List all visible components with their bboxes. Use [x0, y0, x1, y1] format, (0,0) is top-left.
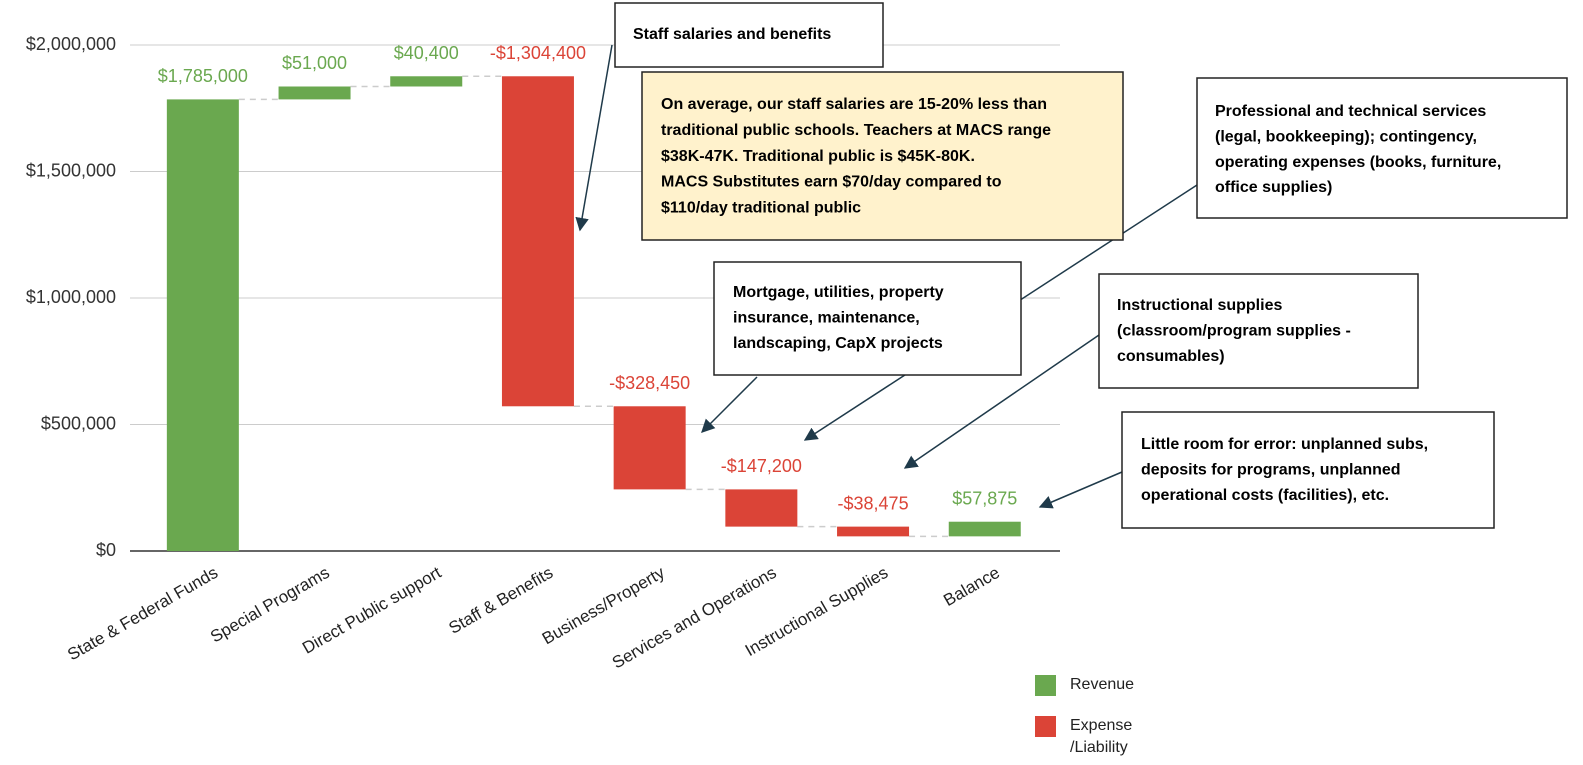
annotation-text: Professional and technical services: [1215, 103, 1486, 120]
annotation-box: [614, 2, 884, 68]
annotation-text: deposits for programs, unplanned: [1141, 462, 1401, 479]
bar: [166, 99, 239, 552]
annotation-text: landscaping, CapX projects: [733, 335, 943, 352]
annotation-text: office supplies): [1215, 179, 1332, 196]
legend-label: Revenue: [1070, 676, 1134, 693]
legend-swatch: [1035, 675, 1056, 696]
annotation-text: operating expenses (books, furniture,: [1215, 154, 1501, 171]
y-tick-label: $1,500,000: [26, 160, 116, 180]
value-label: -$1,304,400: [490, 43, 586, 63]
value-label: -$328,450: [609, 373, 690, 393]
annotation-text: operational costs (facilities), etc.: [1141, 487, 1389, 504]
y-tick-label: $2,000,000: [26, 34, 116, 54]
annotation-text: traditional public schools. Teachers at …: [661, 122, 1051, 139]
annotation-text: (classroom/program supplies -: [1117, 323, 1351, 340]
y-tick-label: $1,000,000: [26, 287, 116, 307]
bar: [390, 76, 463, 87]
annotation-text: $38K-47K. Traditional public is $45K-80K…: [661, 148, 975, 165]
annotation-box: [641, 71, 1124, 241]
legend-label: Expense/Liability: [1070, 717, 1132, 756]
annotation-box: [1098, 273, 1419, 389]
annotation-text: Staff salaries and benefits: [633, 26, 831, 43]
annotation-box: [1121, 411, 1495, 529]
arrow: [701, 376, 758, 433]
annotation-text: $110/day traditional public: [661, 199, 861, 216]
bar: [278, 86, 351, 100]
annotation-text: insurance, maintenance,: [733, 310, 920, 327]
annotation-box: [1196, 77, 1568, 219]
value-label: $40,400: [394, 43, 459, 63]
arrow: [575, 44, 613, 232]
annotation-text: On average, our staff salaries are 15-20…: [661, 96, 1047, 113]
bar: [501, 76, 574, 407]
x-tick-label: Staff & Benefits: [445, 563, 556, 638]
value-label: -$147,200: [721, 456, 802, 476]
y-tick-label: $0: [96, 540, 116, 560]
bar: [948, 521, 1021, 537]
y-tick-label: $500,000: [41, 413, 116, 433]
bar: [613, 406, 686, 490]
annotation-text: Little room for error: unplanned subs,: [1141, 436, 1428, 453]
x-tick-label: State & Federal Funds: [64, 563, 221, 665]
annotation-text: (legal, bookkeeping); contingency,: [1215, 129, 1477, 146]
annotation-text: MACS Substitutes earn $70/day compared t…: [661, 174, 1002, 191]
bar: [837, 526, 910, 537]
annotation-text: consumables): [1117, 348, 1225, 365]
annotation-text: Mortgage, utilities, property: [733, 284, 944, 301]
x-tick-label: Balance: [940, 563, 1003, 610]
arrow: [1038, 471, 1123, 509]
value-label: -$38,475: [838, 493, 909, 513]
annotation-box: [713, 261, 1022, 376]
legend-swatch: [1035, 716, 1056, 737]
annotation-text: Instructional supplies: [1117, 297, 1282, 314]
arrow: [903, 334, 1100, 469]
value-label: $51,000: [282, 53, 347, 73]
value-label: $1,785,000: [158, 66, 248, 86]
value-label: $57,875: [952, 488, 1017, 508]
bar: [725, 489, 798, 527]
